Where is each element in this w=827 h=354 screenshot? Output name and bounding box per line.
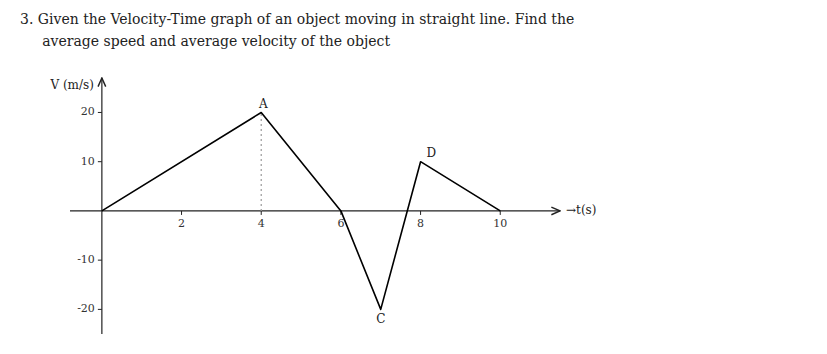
y-axis-label: V (m/s) [49,78,93,92]
x-tick-label: 2 [178,217,185,230]
x-tick-label: 4 [258,217,265,230]
x-axis-label: →t(s) [566,203,596,217]
x-tick-label: 8 [417,217,424,230]
reference-line [261,112,262,210]
x-tick [181,211,182,215]
y-tick-label: 10 [81,155,95,168]
y-tick-label: 20 [81,105,95,118]
y-tick-label: -10 [77,253,95,266]
y-tick-label: -20 [77,302,95,315]
point-label: D [427,146,437,160]
point-label: C [376,312,385,326]
y-axis [101,78,102,334]
x-axis [70,210,560,211]
subtitle: average speed and average velocity of th… [20,33,390,49]
y-tick [98,161,102,162]
x-tick [261,211,262,215]
y-tick [98,309,102,310]
x-tick [500,211,501,215]
point-label: A [258,97,268,111]
velocity-line [102,112,500,309]
x-tick-label: 10 [493,217,507,230]
chart: 3. Given the Velocity-Time graph of an o… [0,0,827,354]
title: 3. Given the Velocity-Time graph of an o… [20,11,574,27]
y-tick [98,260,102,261]
x-tick [420,211,421,215]
y-tick [98,112,102,113]
plot-area [102,112,500,309]
